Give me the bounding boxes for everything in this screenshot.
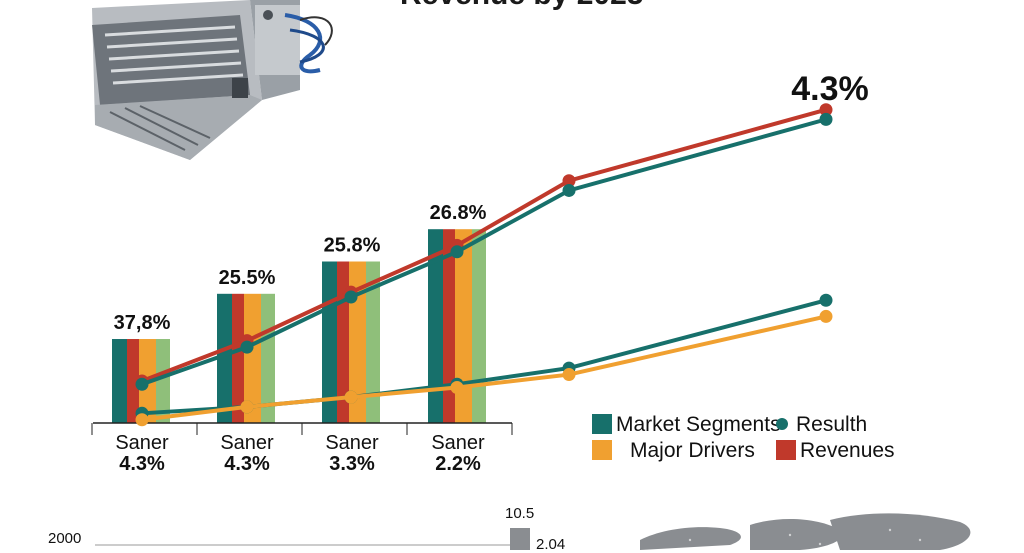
bar-value-label: 37,8% <box>114 312 171 334</box>
series-point <box>135 377 149 391</box>
bar <box>244 293 261 423</box>
bottom-bar <box>510 528 530 550</box>
bottom-bar-side-label: 2.04 <box>536 536 566 553</box>
legend-market-segments: Market Segments <box>592 413 781 437</box>
legend-major-drivers: Major Drivers <box>592 439 755 463</box>
bar-value-label: 25.5% <box>219 267 276 289</box>
x-tick-label: Saner <box>115 432 169 454</box>
lines-layer <box>135 103 833 427</box>
legend-label: Market Segments <box>616 413 781 436</box>
bottom-partial-chart <box>95 528 530 550</box>
series-point <box>819 112 833 126</box>
bar-value-label: 25.8% <box>324 235 381 257</box>
legend-label: Revenues <box>800 439 895 462</box>
ticks-layer <box>91 423 513 435</box>
legend-label: Major Drivers <box>630 439 755 462</box>
bar <box>428 229 443 423</box>
series-line <box>141 314 827 422</box>
bar <box>217 293 232 423</box>
legend-swatch-orange <box>592 440 612 460</box>
x-tick-label: Saner <box>220 432 274 454</box>
series-point <box>240 340 254 354</box>
bar <box>127 339 139 423</box>
labels-layer: 37,8%Saner4.3%25.5%Saner4.3%25.8%Saner3.… <box>114 202 487 475</box>
bar <box>472 229 486 423</box>
world-map-illustration <box>640 513 971 550</box>
series-point <box>344 290 358 304</box>
series-point <box>240 400 254 414</box>
legend-swatch-red <box>776 440 796 460</box>
series-point <box>562 183 576 197</box>
bar-value-label: 26.8% <box>430 202 487 224</box>
x-tick-label: Saner <box>431 432 485 454</box>
bar <box>366 261 380 423</box>
top-percent-label: 4.3% <box>791 70 869 108</box>
bar <box>261 293 275 423</box>
bar <box>443 229 455 423</box>
series-point <box>344 390 358 404</box>
bar <box>232 293 244 423</box>
bar <box>455 229 472 423</box>
series-point <box>819 309 833 323</box>
bottom-bar-top-label: 10.5 <box>505 505 535 522</box>
series-point <box>819 103 833 117</box>
series-point <box>819 293 833 307</box>
series-point <box>450 380 464 394</box>
series-point <box>135 413 149 427</box>
legend-label: Resulth <box>796 413 868 436</box>
series-point <box>562 368 576 382</box>
series-point <box>562 174 576 188</box>
x-tick-value: 3.3% <box>329 453 375 475</box>
legend-revenues: Revenues <box>776 439 895 463</box>
chart-title: Revenue by 2025 <box>400 0 643 12</box>
machine-illustration <box>92 0 333 160</box>
series-line <box>141 107 827 383</box>
series-line <box>141 117 827 387</box>
legend-dot-teal <box>776 418 788 430</box>
legend-swatch-teal <box>592 414 612 434</box>
x-tick-label: Saner <box>325 432 379 454</box>
x-tick-value: 2.2% <box>435 453 481 475</box>
x-tick-value: 4.3% <box>224 453 270 475</box>
bottom-tick-label: 2000 <box>48 530 82 547</box>
legend-resulth: Resulth <box>776 413 867 437</box>
bar <box>112 339 127 423</box>
series-point <box>450 245 464 259</box>
x-tick-value: 4.3% <box>119 453 165 475</box>
bar <box>156 339 170 423</box>
